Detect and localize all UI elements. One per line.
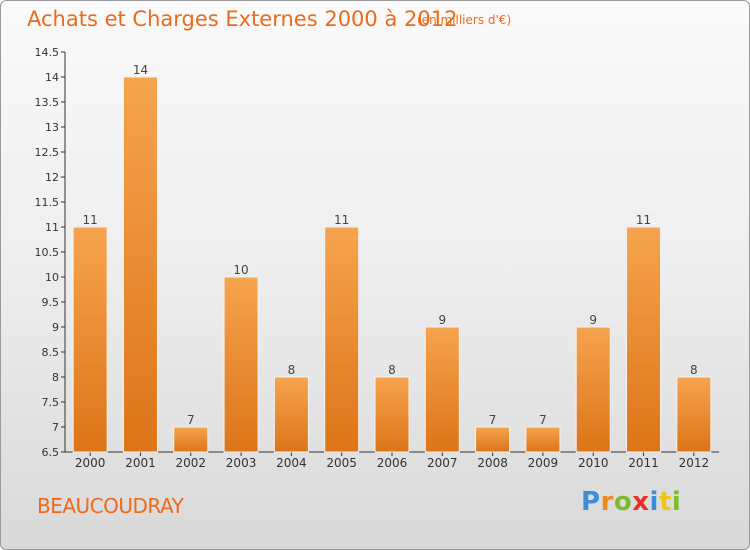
x-tick-label: 2011 <box>628 456 659 470</box>
chart-subtitle: (en milliers d'€) <box>417 13 512 27</box>
y-tick-label: 11.5 <box>35 196 60 209</box>
logo-letter: P <box>581 487 601 517</box>
y-tick-label: 12.5 <box>35 146 60 159</box>
data-label: 7 <box>539 413 547 427</box>
y-tick-label: 8.5 <box>42 346 60 359</box>
bar-2005 <box>324 226 360 453</box>
y-tick-label: 7.5 <box>42 396 60 409</box>
bar-2008 <box>475 426 511 453</box>
data-label: 14 <box>133 63 148 77</box>
data-label: 11 <box>83 213 98 227</box>
bar-2001 <box>122 76 158 453</box>
bar-2004 <box>273 376 309 453</box>
axes: 6.5 7 7.5 8 8.5 9 9.5 10 10.5 11 11.5 12 12.5 13 13.5 1… <box>35 46 719 459</box>
x-tick-label: 2007 <box>427 456 458 470</box>
x-tick-label: 2003 <box>226 456 257 470</box>
x-tick-label: 2001 <box>125 456 156 470</box>
x-tick-label: 2000 <box>75 456 106 470</box>
proxiti-logo: Proxiti <box>581 487 681 517</box>
bar-2010 <box>575 326 611 453</box>
data-label: 8 <box>288 363 296 377</box>
bar-2000 <box>72 226 108 453</box>
bar-2007 <box>424 326 460 453</box>
data-label: 7 <box>187 413 195 427</box>
bar-2003 <box>223 276 259 453</box>
y-tick-label: 10 <box>45 271 59 284</box>
y-tick-label: 14 <box>45 71 59 84</box>
x-tick-label: 2009 <box>528 456 559 470</box>
x-tick-label: 2002 <box>175 456 206 470</box>
x-tick-label: 2008 <box>477 456 508 470</box>
x-tick-label: 2005 <box>326 456 357 470</box>
x-tick-label: 2012 <box>679 456 710 470</box>
x-tick-label: 2006 <box>377 456 408 470</box>
data-label: 7 <box>489 413 497 427</box>
y-tick-label: 6.5 <box>42 446 60 459</box>
y-tick-label: 9 <box>52 321 59 334</box>
bars-group <box>72 76 712 453</box>
data-label: 11 <box>636 213 651 227</box>
data-label: 10 <box>233 263 248 277</box>
commune-name: BEAUCOUDRAY <box>37 494 184 518</box>
chart-title: Achats et Charges Externes 2000 à 2012 <box>27 7 458 31</box>
y-tick-label: 8 <box>52 371 59 384</box>
logo-letter: i <box>649 487 659 517</box>
y-tick-label: 12 <box>45 171 59 184</box>
y-tick-label: 13.5 <box>35 96 60 109</box>
logo-letter: i <box>671 487 682 517</box>
data-label: 9 <box>438 313 446 327</box>
y-tick-label: 7 <box>52 421 59 434</box>
logo-letter: o <box>613 487 633 517</box>
bar-2006 <box>374 376 410 453</box>
data-label: 11 <box>334 213 349 227</box>
labels-group: 2000 11 2001 14 2002 7 2003 10 2004 8 2005 11 2006 8 2… <box>75 63 709 470</box>
y-tick-label: 10.5 <box>35 246 60 259</box>
y-tick-label: 14.5 <box>35 46 60 59</box>
logo-letter: r <box>600 487 614 517</box>
bar-2012 <box>676 376 712 453</box>
data-label: 9 <box>589 313 597 327</box>
logo-letter: t <box>658 487 672 517</box>
x-tick-label: 2004 <box>276 456 307 470</box>
bar-2002 <box>173 426 209 453</box>
x-tick-label: 2010 <box>578 456 609 470</box>
y-tick-label: 11 <box>45 221 59 234</box>
data-label: 8 <box>690 363 698 377</box>
bar-2009 <box>525 426 561 453</box>
y-tick-label: 13 <box>45 121 59 134</box>
y-tick-label: 9.5 <box>42 296 60 309</box>
bar-2011 <box>626 226 662 453</box>
logo-letter: x <box>632 487 650 517</box>
data-label: 8 <box>388 363 396 377</box>
